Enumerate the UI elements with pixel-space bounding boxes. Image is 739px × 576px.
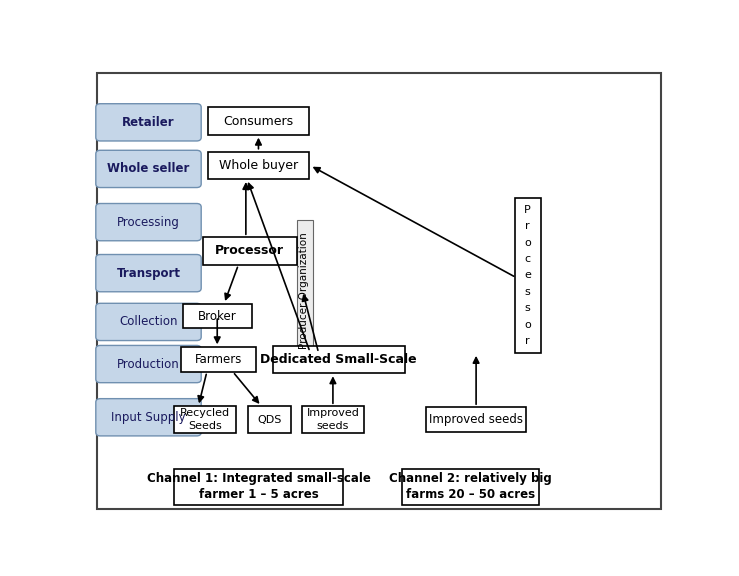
Text: Input Supply: Input Supply <box>111 411 185 424</box>
Text: Producer Organization: Producer Organization <box>299 233 310 349</box>
Bar <box>208 151 309 179</box>
FancyBboxPatch shape <box>96 104 201 141</box>
Text: Channel 2: relatively big
farms 20 – 50 acres: Channel 2: relatively big farms 20 – 50 … <box>389 472 552 502</box>
Text: QDS: QDS <box>258 415 282 425</box>
Text: Improved
seeds: Improved seeds <box>307 408 359 431</box>
Bar <box>248 406 291 433</box>
FancyBboxPatch shape <box>96 150 201 188</box>
Text: Whole seller: Whole seller <box>107 162 190 176</box>
Text: Dedicated Small-Scale: Dedicated Small-Scale <box>260 353 417 366</box>
Text: Processor: Processor <box>215 244 285 257</box>
Bar <box>426 407 526 431</box>
Bar <box>297 220 313 371</box>
Text: Improved seeds: Improved seeds <box>429 413 523 426</box>
Text: Transport: Transport <box>117 267 180 279</box>
Bar <box>183 304 251 328</box>
Text: Channel 1: Integrated small-scale
farmer 1 – 5 acres: Channel 1: Integrated small-scale farmer… <box>146 472 370 502</box>
FancyBboxPatch shape <box>96 203 201 241</box>
Text: Farmers: Farmers <box>194 353 242 366</box>
FancyBboxPatch shape <box>96 346 201 382</box>
Bar <box>174 406 236 433</box>
Text: Consumers: Consumers <box>223 115 293 127</box>
Text: Collection: Collection <box>119 316 178 328</box>
Text: Recycled
Seeds: Recycled Seeds <box>180 408 230 431</box>
Text: Retailer: Retailer <box>122 116 175 129</box>
Bar <box>174 469 343 505</box>
Bar <box>181 347 256 372</box>
Bar <box>515 198 540 353</box>
Bar <box>202 237 297 265</box>
Bar <box>208 107 309 135</box>
Text: P
r
o
c
e
s
s
o
r: P r o c e s s o r <box>524 204 531 346</box>
Text: Processing: Processing <box>117 215 180 229</box>
Bar <box>302 406 364 433</box>
Bar <box>402 469 539 505</box>
FancyBboxPatch shape <box>96 255 201 292</box>
Text: Production: Production <box>117 358 180 370</box>
Text: Broker: Broker <box>198 310 236 323</box>
FancyBboxPatch shape <box>96 399 201 436</box>
FancyBboxPatch shape <box>96 304 201 340</box>
Bar <box>273 346 404 373</box>
Text: Whole buyer: Whole buyer <box>219 159 298 172</box>
